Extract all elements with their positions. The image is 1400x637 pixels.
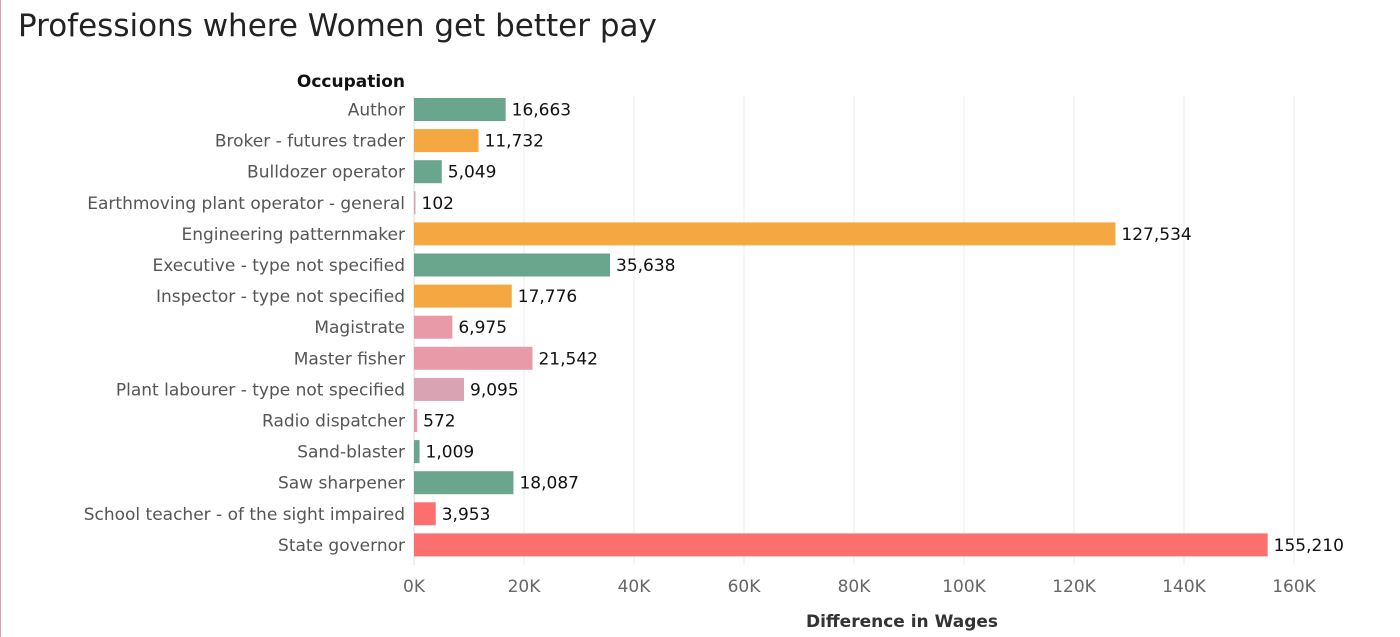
bar: [414, 471, 514, 495]
bar: [414, 409, 418, 432]
bars: [414, 98, 1268, 557]
bar: [414, 533, 1268, 557]
x-tick-label: 160K: [1272, 577, 1316, 597]
x-tick-label: 140K: [1162, 577, 1206, 597]
category-label: Earthmoving plant operator - general: [87, 194, 405, 214]
data-label: 11,732: [485, 132, 544, 152]
value-labels: 16,663 11,732 5,049 102 127,534 35,638 17,776 6…: [422, 101, 1344, 556]
category-label: Bulldozer operator: [247, 163, 405, 183]
y-axis-header: Occupation: [297, 72, 405, 92]
x-tick-label: 0K: [403, 577, 426, 597]
data-label: 1,009: [426, 443, 475, 463]
x-tick-label: 60K: [728, 577, 762, 597]
category-label: Engineering patternmaker: [181, 225, 405, 245]
bar: [414, 160, 442, 184]
data-label: 9,095: [470, 380, 519, 400]
category-label: Master fisher: [294, 349, 405, 369]
data-label: 21,542: [538, 349, 597, 369]
data-label: 5,049: [448, 163, 497, 183]
x-tick-label: 80K: [838, 577, 872, 597]
category-labels: Author Broker - futures trader Bulldozer o…: [84, 101, 405, 556]
category-label: Saw sharpener: [278, 474, 405, 494]
category-label: Author: [348, 101, 405, 121]
bar: [414, 502, 436, 526]
x-axis-title: Difference in Wages: [806, 612, 998, 632]
data-label: 16,663: [512, 101, 571, 121]
data-label: 155,210: [1274, 536, 1344, 556]
bar: [414, 129, 479, 153]
category-label: State governor: [278, 536, 405, 556]
gridlines: [413, 96, 1295, 565]
data-label: 35,638: [616, 256, 675, 276]
chart-title: Professions where Women get better pay: [18, 8, 657, 44]
category-label: Plant labourer - type not specified: [116, 380, 405, 400]
data-label: 102: [422, 194, 454, 214]
x-tick-label: 40K: [618, 577, 652, 597]
data-label: 18,087: [519, 474, 578, 494]
bar: [414, 346, 533, 370]
category-label: School teacher - of the sight impaired: [84, 505, 405, 525]
bar: [414, 377, 465, 401]
bar: [414, 253, 611, 277]
data-label: 3,953: [442, 505, 491, 525]
data-label: 17,776: [518, 287, 577, 307]
data-label: 6,975: [458, 318, 507, 338]
bar: [414, 191, 416, 215]
category-label: Radio dispatcher: [262, 412, 405, 432]
data-label: 572: [423, 412, 455, 432]
x-tick-label: 20K: [508, 577, 542, 597]
bar: [414, 315, 453, 339]
data-label: 127,534: [1121, 225, 1191, 245]
bar: [414, 440, 420, 464]
category-label: Magistrate: [314, 318, 405, 338]
bar: [414, 98, 506, 121]
bar: [414, 222, 1116, 246]
x-axis-ticks: 0K 20K 40K 60K 80K 100K 120K 140K 160K: [403, 577, 1317, 597]
bar: [414, 284, 512, 308]
category-label: Broker - futures trader: [215, 132, 405, 152]
x-tick-label: 120K: [1052, 577, 1096, 597]
category-label: Inspector - type not specified: [156, 287, 405, 307]
category-label: Executive - type not specified: [153, 256, 405, 276]
category-label: Sand-blaster: [297, 443, 405, 463]
x-tick-label: 100K: [942, 577, 986, 597]
left-border: [0, 0, 1, 637]
